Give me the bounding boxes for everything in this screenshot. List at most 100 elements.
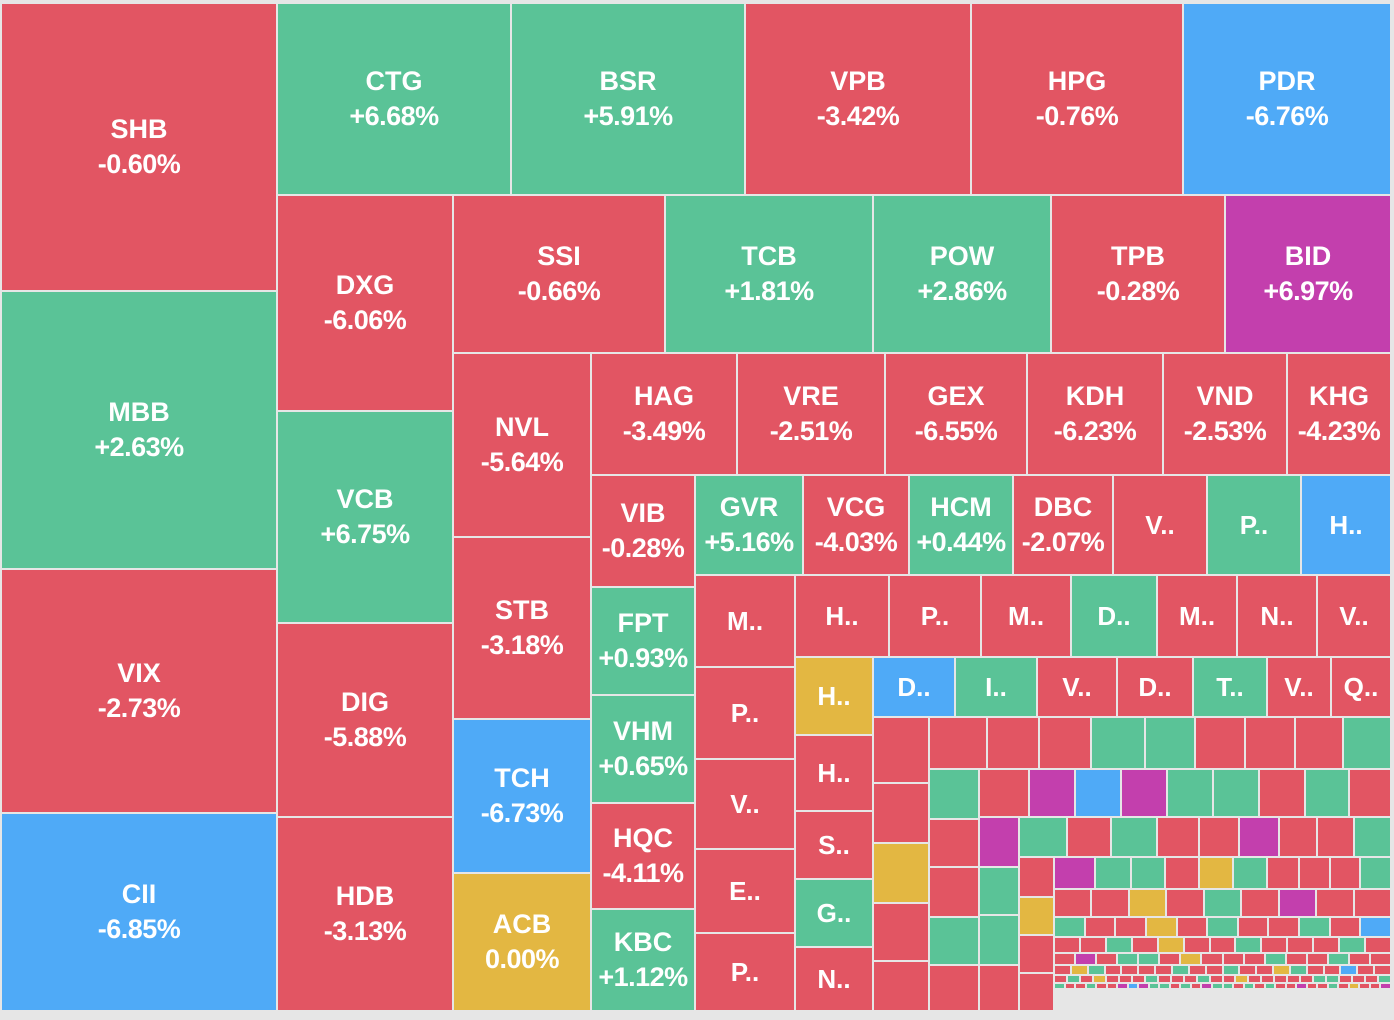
tile-v[interactable]: V.. <box>696 760 794 848</box>
tile-unlabeled[interactable] <box>1072 966 1087 974</box>
tile-tcb[interactable]: TCB +1.81% <box>666 196 872 352</box>
tile-unlabeled[interactable] <box>1205 890 1240 916</box>
tile-unlabeled[interactable] <box>1275 976 1286 982</box>
tile-unlabeled[interactable] <box>980 868 1018 914</box>
tile-ssi[interactable]: SSI -0.66% <box>454 196 664 352</box>
tile-p[interactable]: P.. <box>696 934 794 1010</box>
tile-unlabeled[interactable] <box>1287 954 1306 964</box>
tile-unlabeled[interactable] <box>1207 966 1222 974</box>
tile-unlabeled[interactable] <box>1214 770 1258 816</box>
tile-hdb[interactable]: HDB -3.13% <box>278 818 452 1010</box>
tile-kdh[interactable]: KDH -6.23% <box>1028 354 1162 474</box>
tile-unlabeled[interactable] <box>1055 976 1066 982</box>
tile-p[interactable]: P.. <box>1208 476 1300 574</box>
tile-unlabeled[interactable] <box>1146 718 1194 768</box>
tile-hqc[interactable]: HQC -4.11% <box>592 804 694 908</box>
tile-unlabeled[interactable] <box>1301 976 1312 982</box>
tile-d[interactable]: D.. <box>1072 576 1156 656</box>
tile-unlabeled[interactable] <box>1224 966 1238 974</box>
tile-unlabeled[interactable] <box>1040 718 1090 768</box>
tile-unlabeled[interactable] <box>1291 966 1306 974</box>
tile-dbc[interactable]: DBC -2.07% <box>1014 476 1112 574</box>
tile-unlabeled[interactable] <box>1296 718 1342 768</box>
tile-mbb[interactable]: MBB +2.63% <box>2 292 276 568</box>
tile-unlabeled[interactable] <box>1224 984 1232 988</box>
tile-unlabeled[interactable] <box>1185 976 1196 982</box>
tile-unlabeled[interactable] <box>1097 984 1106 988</box>
tile-unlabeled[interactable] <box>1308 954 1327 964</box>
tile-m[interactable]: M.. <box>1158 576 1236 656</box>
tile-unlabeled[interactable] <box>1269 918 1298 936</box>
tile-vcg[interactable]: VCG -4.03% <box>804 476 908 574</box>
tile-unlabeled[interactable] <box>1306 770 1348 816</box>
tile-unlabeled[interactable] <box>1020 818 1066 856</box>
tile-unlabeled[interactable] <box>1240 818 1278 856</box>
tile-unlabeled[interactable] <box>1076 954 1095 964</box>
tile-unlabeled[interactable] <box>1055 858 1094 888</box>
tile-unlabeled[interactable] <box>1055 918 1084 936</box>
tile-unlabeled[interactable] <box>1266 984 1274 988</box>
tile-q[interactable]: Q.. <box>1332 658 1390 716</box>
tile-cii[interactable]: CII -6.85% <box>2 814 276 1010</box>
tile-unlabeled[interactable] <box>1287 984 1295 988</box>
tile-unlabeled[interactable] <box>1096 858 1130 888</box>
tile-unlabeled[interactable] <box>1340 976 1351 982</box>
tile-p[interactable]: P.. <box>696 668 794 758</box>
tile-unlabeled[interactable] <box>1288 938 1312 952</box>
tile-unlabeled[interactable] <box>1317 890 1353 916</box>
tile-unlabeled[interactable] <box>1300 858 1329 888</box>
tile-unlabeled[interactable] <box>1353 976 1364 982</box>
tile-unlabeled[interactable] <box>1030 770 1074 816</box>
tile-unlabeled[interactable] <box>874 962 928 1010</box>
tile-tpb[interactable]: TPB -0.28% <box>1052 196 1224 352</box>
tile-unlabeled[interactable] <box>1262 938 1286 952</box>
tile-e[interactable]: E.. <box>696 850 794 932</box>
tile-bsr[interactable]: BSR +5.91% <box>512 4 744 194</box>
tile-nvl[interactable]: NVL -5.64% <box>454 354 590 536</box>
tile-unlabeled[interactable] <box>1318 984 1327 988</box>
tile-unlabeled[interactable] <box>1314 976 1325 982</box>
tile-unlabeled[interactable] <box>1055 966 1070 974</box>
tile-unlabeled[interactable] <box>1355 818 1390 856</box>
tile-v[interactable]: V.. <box>1318 576 1390 656</box>
tile-hag[interactable]: HAG -3.49% <box>592 354 736 474</box>
tile-gvr[interactable]: GVR +5.16% <box>696 476 802 574</box>
tile-n[interactable]: N.. <box>1238 576 1316 656</box>
tile-unlabeled[interactable] <box>980 966 1018 1010</box>
tile-unlabeled[interactable] <box>1158 818 1198 856</box>
tile-unlabeled[interactable] <box>1366 976 1377 982</box>
tile-s[interactable]: S.. <box>796 812 872 878</box>
tile-unlabeled[interactable] <box>1112 818 1156 856</box>
tile-unlabeled[interactable] <box>1325 966 1339 974</box>
tile-unlabeled[interactable] <box>1246 718 1294 768</box>
tile-unlabeled[interactable] <box>1081 976 1092 982</box>
tile-unlabeled[interactable] <box>1239 918 1267 936</box>
tile-unlabeled[interactable] <box>1178 918 1206 936</box>
tile-unlabeled[interactable] <box>1120 976 1131 982</box>
tile-unlabeled[interactable] <box>874 904 928 960</box>
tile-unlabeled[interactable] <box>1190 966 1205 974</box>
tile-pdr[interactable]: PDR -6.76% <box>1184 4 1390 194</box>
tile-n[interactable]: N.. <box>796 948 872 1010</box>
tile-unlabeled[interactable] <box>980 818 1018 866</box>
tile-shb[interactable]: SHB -0.60% <box>2 4 276 290</box>
tile-unlabeled[interactable] <box>1160 984 1169 988</box>
tile-dxg[interactable]: DXG -6.06% <box>278 196 452 410</box>
tile-hpg[interactable]: HPG -0.76% <box>972 4 1182 194</box>
tile-unlabeled[interactable] <box>930 820 978 866</box>
tile-unlabeled[interactable] <box>1341 966 1356 974</box>
tile-bid[interactable]: BID +6.97% <box>1226 196 1390 352</box>
tile-unlabeled[interactable] <box>1086 918 1114 936</box>
tile-unlabeled[interactable] <box>874 784 928 842</box>
tile-unlabeled[interactable] <box>1331 918 1359 936</box>
tile-d[interactable]: D.. <box>874 658 954 716</box>
tile-unlabeled[interactable] <box>980 916 1018 964</box>
tile-gex[interactable]: GEX -6.55% <box>886 354 1026 474</box>
tile-unlabeled[interactable] <box>1192 984 1200 988</box>
tile-unlabeled[interactable] <box>1202 954 1222 964</box>
tile-v[interactable]: V.. <box>1038 658 1116 716</box>
tile-unlabeled[interactable] <box>1159 938 1183 952</box>
tile-unlabeled[interactable] <box>1276 984 1285 988</box>
tile-unlabeled[interactable] <box>1181 954 1200 964</box>
tile-unlabeled[interactable] <box>1081 938 1105 952</box>
